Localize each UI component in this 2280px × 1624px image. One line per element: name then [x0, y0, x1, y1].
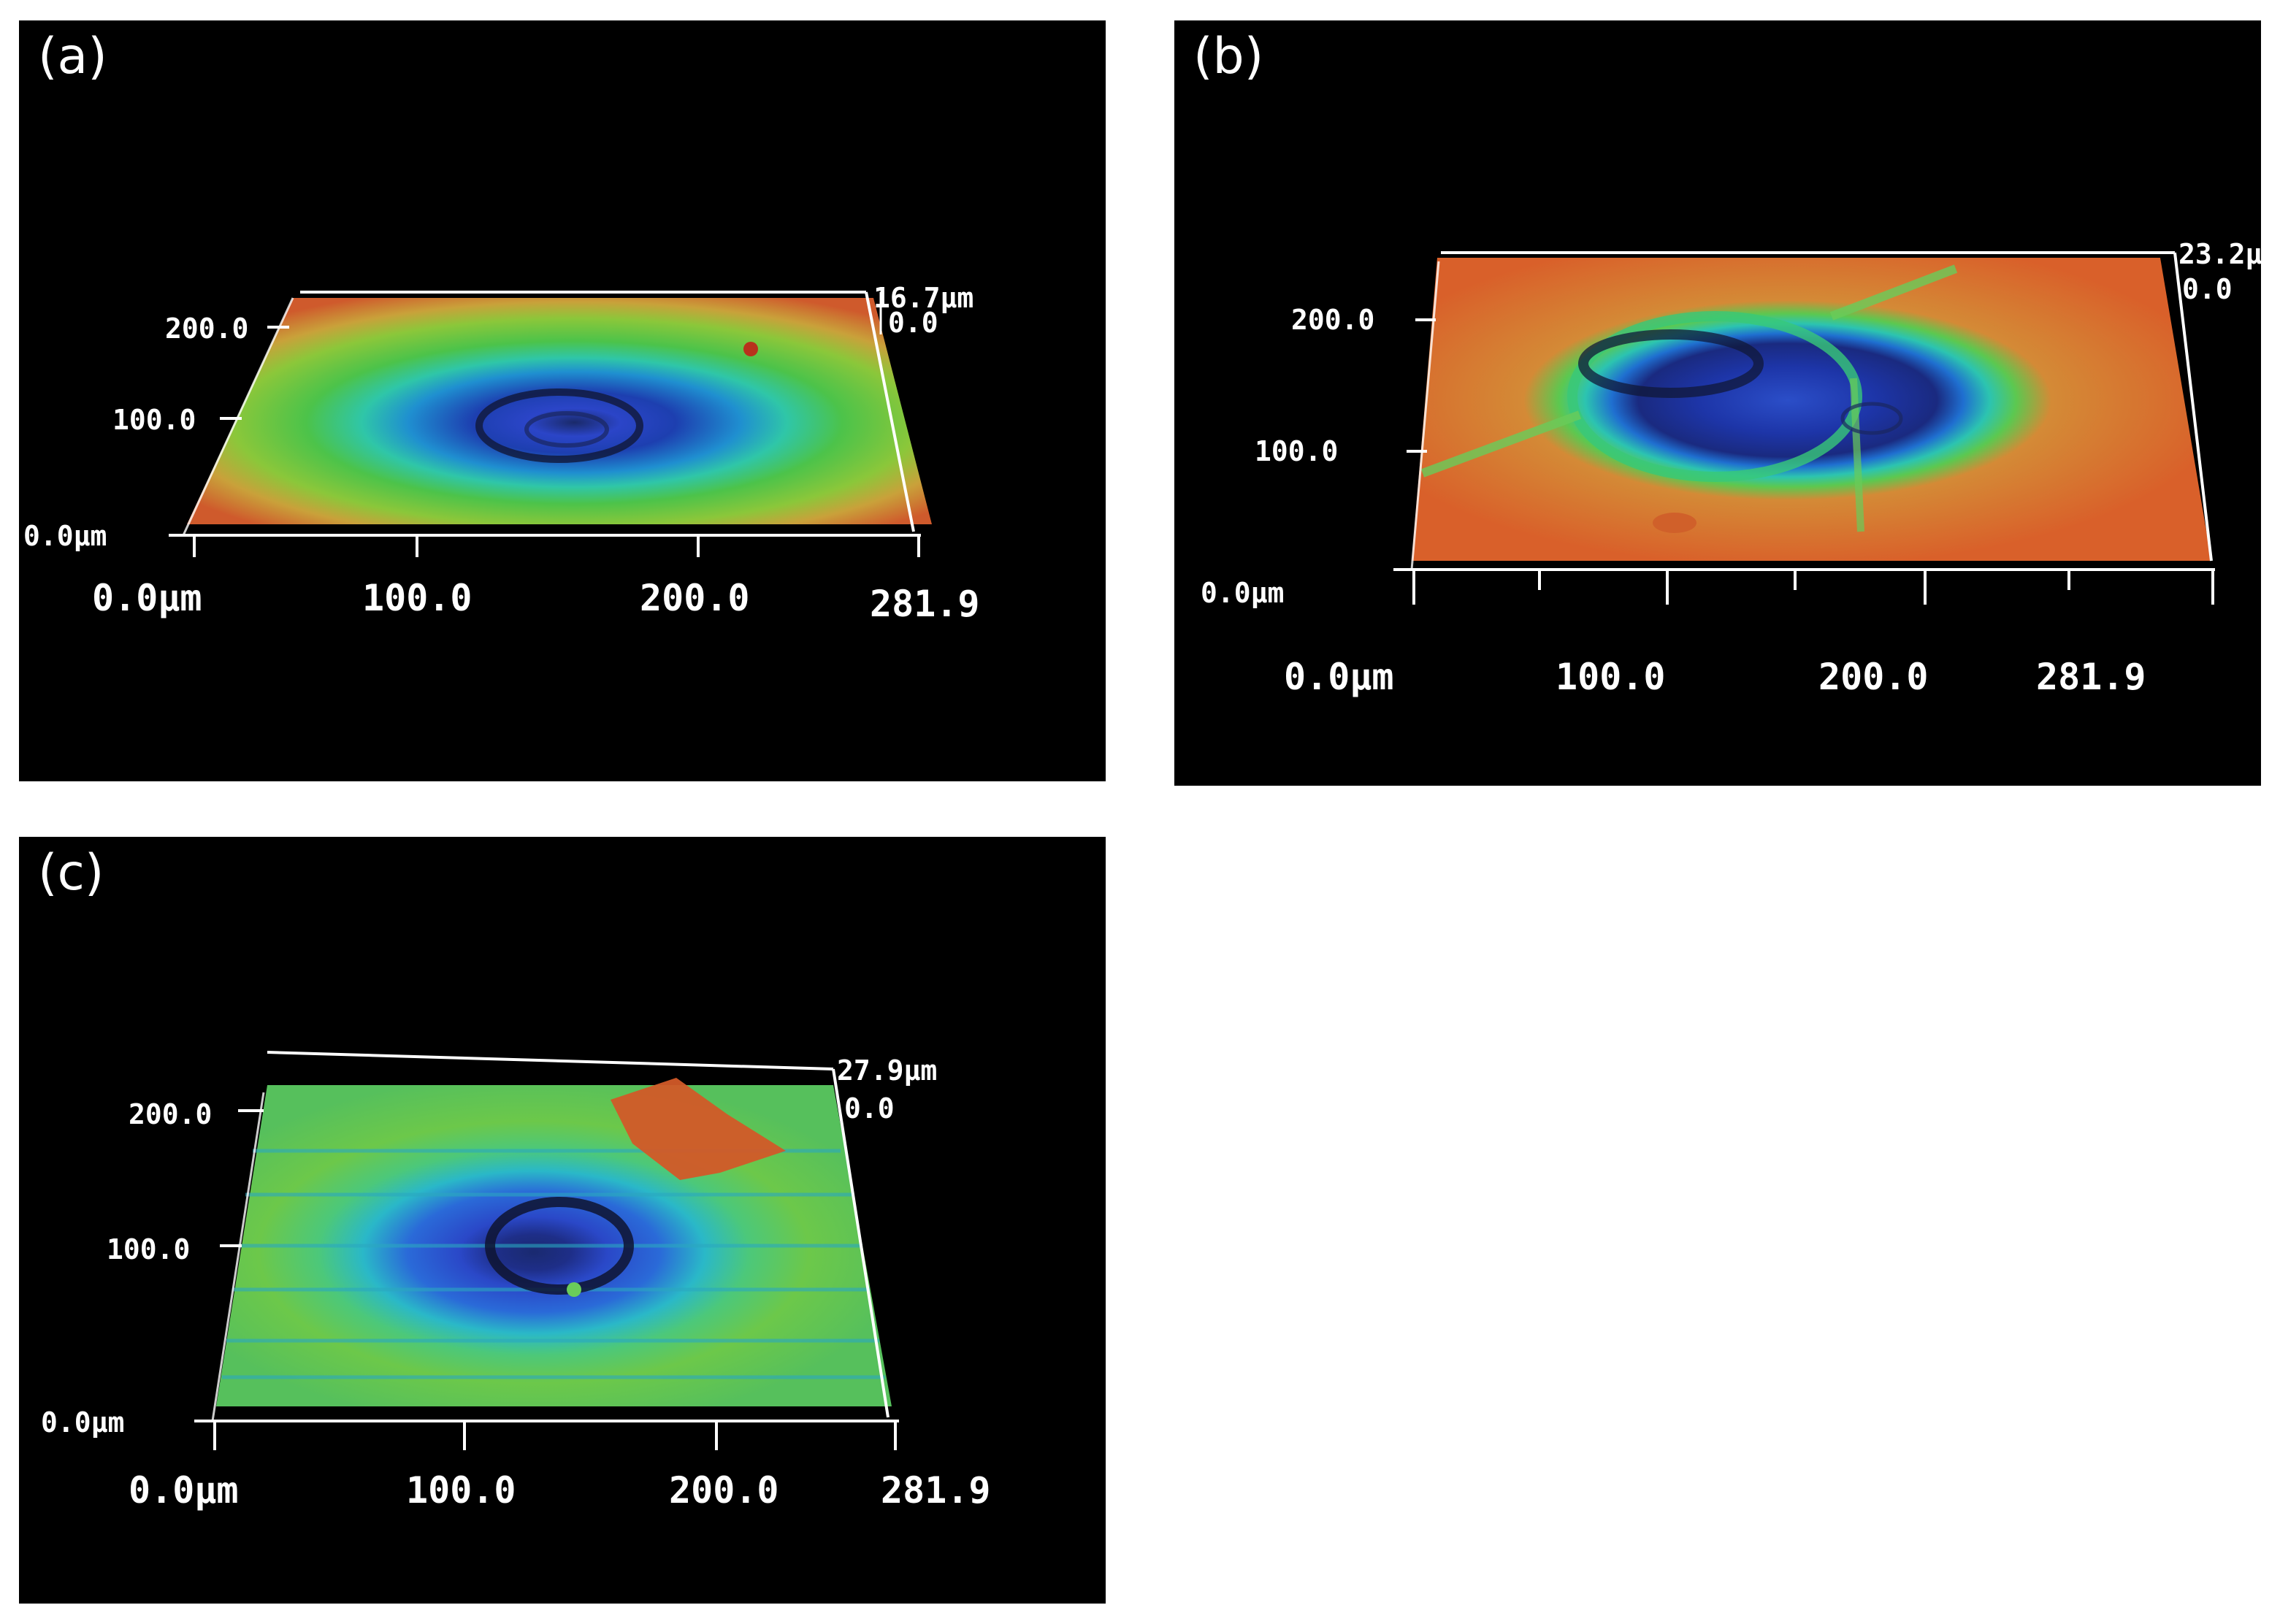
- x-tick-0-a: 0.0µm: [92, 577, 202, 619]
- x-tick-max-a: 281.9: [870, 583, 980, 625]
- surface-panel-c: (c) 200.0 100.0 0.0µm 27.9µm 0.0 0.0µm 1…: [19, 837, 1106, 1604]
- x-tick-100-a: 100.0: [362, 577, 473, 619]
- pit-ring-a: [475, 388, 643, 463]
- x-tick-0-b: 0.0µm: [1284, 656, 1394, 698]
- panel-label-b: (b): [1193, 28, 1264, 85]
- surface-b: [1412, 258, 2211, 561]
- x-tick-200-c: 200.0: [669, 1469, 779, 1512]
- x-tick-200-a: 200.0: [640, 577, 750, 619]
- surface-a: [187, 298, 932, 524]
- surface-plot-b: [1393, 251, 2215, 605]
- y-tick-100-b: 100.0: [1255, 435, 1339, 467]
- y-tick-0-c: 0.0µm: [41, 1406, 125, 1439]
- y-tick-0-a: 0.0µm: [23, 520, 107, 552]
- x-tick-max-b: 281.9: [2036, 656, 2146, 698]
- surface-panel-a: (a) 200.0 100.0 0.0µm 16.7µm 0.0 0.0µm 1…: [19, 20, 1106, 781]
- x-tick-max-c: 281.9: [881, 1469, 991, 1512]
- x-tick-200-b: 200.0: [1818, 656, 1929, 698]
- y-tick-200-c: 200.0: [129, 1098, 213, 1130]
- y-tick-100-a: 100.0: [112, 404, 196, 436]
- deposit-c: [611, 1078, 786, 1180]
- z-base-c: 0.0: [844, 1092, 895, 1125]
- pit-ring-c: [485, 1197, 634, 1295]
- z-base-a: 0.0: [888, 307, 938, 339]
- panel-label-a: (a): [38, 28, 107, 85]
- x-tick-0-c: 0.0µm: [129, 1469, 239, 1512]
- surface-plot-c: [194, 1051, 899, 1450]
- x-tick-100-b: 100.0: [1556, 656, 1666, 698]
- x-tick-100-c: 100.0: [406, 1469, 516, 1512]
- z-top-c: 27.9µm: [837, 1054, 938, 1087]
- surface-panel-b: (b) 200.0 100.0 0.0µm 23.2µm 0.0 0.0µm 1…: [1174, 20, 2261, 786]
- panel-label-c: (c): [38, 844, 104, 902]
- surface-plot-a: [169, 291, 932, 557]
- z-top-a: 16.7µm: [873, 282, 974, 314]
- z-top-b: 23.2µm: [2178, 238, 2261, 270]
- y-tick-200-b: 200.0: [1291, 304, 1375, 336]
- z-base-b: 0.0: [2182, 273, 2233, 305]
- y-tick-200-a: 200.0: [165, 313, 249, 345]
- y-tick-100-c: 100.0: [107, 1233, 191, 1265]
- y-tick-0-b: 0.0µm: [1201, 577, 1285, 609]
